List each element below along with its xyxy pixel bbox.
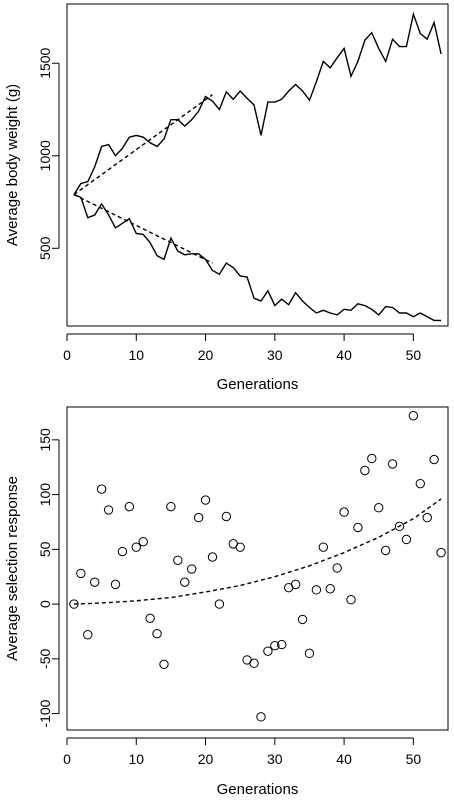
- scatter-point: [353, 522, 363, 533]
- series-line-1: [73, 193, 442, 322]
- scatter-point: [173, 555, 183, 565]
- scatter-point: [367, 453, 377, 464]
- scatter-point: [422, 512, 432, 523]
- bottom-panel-selection-response: 0 10 20 30 40 50 -100 -50 0 50 100 150 Generations Av…: [4, 406, 449, 798]
- x-tick-label: 30: [267, 751, 283, 767]
- scatter-point: [311, 585, 322, 595]
- scatter-point: [277, 639, 287, 650]
- y-tick-label: 1500: [37, 47, 53, 78]
- scatter-point: [152, 628, 162, 639]
- scatter-point: [180, 577, 190, 587]
- scatter-point: [346, 595, 356, 605]
- trend-line-1: [73, 498, 442, 605]
- y-tick-label: -50: [37, 648, 53, 668]
- x-tick-label: 50: [406, 347, 422, 363]
- scatter-point: [401, 534, 412, 545]
- plot-frame: [66, 3, 449, 327]
- y-tick-label: 50: [37, 541, 53, 557]
- series-line-0: [73, 11, 442, 195]
- x-tick-label: 40: [336, 751, 352, 767]
- scatter-point: [297, 614, 308, 625]
- y-axis-title: Average body weight (g): [4, 84, 21, 246]
- scatter-point: [103, 505, 114, 515]
- y-tick-label: 1000: [37, 140, 53, 171]
- x-tick-label: 40: [336, 347, 352, 363]
- scatter-point: [332, 563, 342, 573]
- y-tick-label: 100: [37, 483, 53, 507]
- x-axis-title: Generations: [217, 781, 299, 798]
- scatter-point: [235, 542, 245, 552]
- scatter-point: [270, 640, 280, 651]
- scatter-point: [304, 648, 315, 659]
- y-tick-label: 500: [37, 236, 53, 260]
- y-tick-label: -100: [37, 699, 53, 727]
- x-tick-label: 0: [63, 751, 71, 767]
- x-tick-label: 30: [267, 347, 283, 363]
- scatter-point: [214, 599, 225, 609]
- scatter-point: [394, 521, 405, 532]
- scatter-point: [96, 484, 107, 494]
- x-tick-label: 20: [198, 751, 214, 767]
- scatter-point: [166, 501, 176, 512]
- scatter-point: [360, 465, 370, 476]
- scatter-point: [117, 546, 128, 557]
- scatter-point: [207, 552, 218, 562]
- scatter-point: [408, 411, 419, 421]
- plot-frame: [66, 406, 449, 731]
- scatter-point: [124, 501, 135, 512]
- scatter-point: [387, 459, 398, 469]
- trend-line-3: [73, 193, 213, 264]
- scatter-point: [76, 568, 86, 579]
- y-tick-label: 150: [37, 428, 53, 452]
- y-tick-label: 0: [37, 600, 53, 608]
- scatter-point: [200, 495, 211, 505]
- scatter-point: [429, 454, 439, 465]
- scatter-point: [83, 630, 93, 640]
- scatter-point: [263, 646, 273, 656]
- scatter-point: [221, 511, 232, 522]
- scatter-point: [138, 536, 148, 547]
- scatter-point: [290, 579, 301, 590]
- scatter-point: [145, 613, 155, 624]
- scatter-point: [90, 577, 100, 587]
- y-axis-title: Average selection response: [4, 476, 21, 661]
- x-tick-label: 10: [128, 751, 144, 767]
- scatter-point: [325, 584, 335, 594]
- scatter-point: [318, 542, 329, 552]
- top-panel-body-weight: 0 10 20 30 40 50 500 1000 1500 Generations Average…: [4, 3, 449, 393]
- x-tick-label: 0: [63, 347, 71, 363]
- x-tick-label: 10: [128, 347, 144, 363]
- scatter-point: [110, 579, 121, 590]
- scatter-point: [339, 507, 349, 517]
- x-tick-label: 50: [406, 751, 422, 767]
- scatter-point: [374, 503, 384, 513]
- scatter-point: [193, 512, 204, 523]
- scatter-point: [159, 659, 169, 670]
- scatter-point: [256, 712, 266, 722]
- scatter-point: [131, 542, 141, 552]
- scatter-point: [436, 547, 446, 558]
- scatter-point: [415, 478, 425, 489]
- scatter-point: [249, 658, 259, 668]
- x-tick-label: 20: [198, 347, 214, 363]
- scatter-point: [186, 564, 197, 574]
- trend-line-2: [73, 94, 213, 196]
- scatter-point: [69, 599, 79, 609]
- scatter-point: [380, 545, 391, 556]
- x-axis-title: Generations: [217, 376, 299, 393]
